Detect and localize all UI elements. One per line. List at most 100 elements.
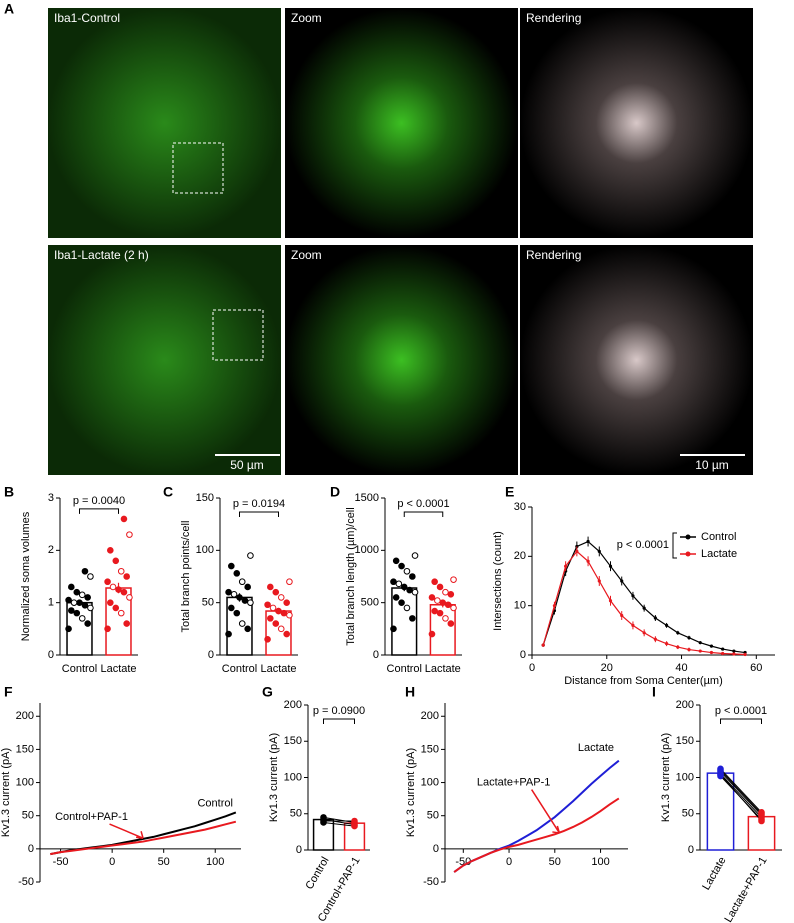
data-point — [73, 588, 81, 596]
data-point — [78, 591, 86, 599]
zoom-box — [172, 142, 224, 194]
data-point — [233, 570, 241, 577]
data-point — [392, 594, 400, 601]
data-point — [84, 620, 91, 627]
x-tick-label: 50 — [549, 856, 561, 868]
y-tick-label: 0 — [296, 844, 302, 856]
data-point — [236, 594, 243, 601]
y-tick-label: 0 — [433, 843, 439, 855]
y-tick-label: 0 — [28, 843, 34, 855]
data-point — [283, 630, 290, 638]
marker — [653, 616, 657, 620]
panel-label: D — [330, 484, 340, 500]
legend-marker — [685, 534, 691, 540]
p-value: p < 0.0001 — [617, 539, 669, 551]
data-point — [247, 552, 254, 559]
y-axis-label: Total branch length (µm)/cell — [345, 507, 357, 645]
y-tick-label: 200 — [676, 699, 694, 711]
y-tick-label: 1500 — [355, 492, 379, 504]
y-tick-label: 20 — [514, 550, 526, 562]
marker — [709, 644, 714, 648]
micrograph — [520, 8, 753, 238]
data-point — [65, 596, 72, 604]
data-point — [428, 594, 436, 601]
data-point — [264, 636, 271, 643]
y-tick-label: 1 — [48, 597, 54, 609]
data-point — [104, 625, 111, 633]
y-tick-label: 150 — [421, 743, 439, 755]
data-point — [267, 583, 274, 591]
x-tick-label: Lactate — [100, 663, 136, 675]
data-point — [225, 630, 232, 638]
x-tick-label: Lactate — [260, 663, 296, 675]
marker — [631, 594, 635, 598]
data-point — [272, 588, 280, 596]
data-point — [112, 557, 120, 565]
marker — [709, 650, 714, 655]
y-tick-label: 2 — [48, 544, 54, 556]
significance-bracket — [239, 511, 279, 517]
x-tick-label: Control — [303, 855, 331, 892]
x-tick-label: Control — [222, 663, 257, 675]
data-point — [447, 590, 455, 598]
y-axis-label: Kv1.3 current (pA) — [0, 748, 12, 837]
pair-line — [720, 774, 762, 822]
panel-label: H — [405, 684, 415, 700]
data-point — [431, 578, 438, 586]
data-point — [286, 611, 293, 619]
marker — [642, 631, 646, 635]
y-tick-label: 0 — [688, 844, 694, 856]
data-point — [758, 809, 765, 816]
y-tick-label: 150 — [196, 492, 214, 504]
data-point — [436, 583, 444, 591]
marker — [687, 636, 691, 640]
data-point — [717, 771, 724, 778]
marker — [676, 631, 680, 635]
legend-label: Lactate — [701, 548, 737, 560]
legend-label: Control — [701, 531, 736, 543]
panel-label: C — [163, 484, 173, 500]
significance-bracket — [323, 718, 355, 724]
data-point — [126, 531, 133, 538]
marker — [732, 652, 736, 656]
data-point — [117, 609, 125, 617]
y-tick-label: 100 — [196, 544, 214, 556]
marker — [564, 564, 568, 568]
data-point — [120, 515, 128, 523]
marker — [586, 539, 590, 544]
series-label: Control — [197, 798, 232, 810]
y-tick-label: 50 — [682, 808, 694, 820]
data-point — [68, 607, 75, 614]
y-tick-label: 3 — [48, 492, 54, 504]
y-tick-label: 1000 — [355, 544, 379, 556]
data-point — [277, 625, 285, 633]
data-point — [76, 599, 83, 606]
y-tick-label: 0 — [48, 649, 54, 661]
data-point — [84, 594, 91, 601]
data-point — [123, 620, 130, 627]
legend-marker — [685, 551, 691, 557]
image-label: Iba1-Lactate (2 h) — [54, 248, 149, 262]
data-point — [109, 583, 117, 591]
p-value: p = 0.0194 — [233, 498, 285, 510]
data-point — [277, 594, 285, 601]
image-label: Rendering — [526, 248, 581, 262]
data-point — [280, 609, 288, 617]
data-point — [406, 586, 413, 594]
y-axis-label: Normalized soma volumes — [20, 511, 32, 641]
marker — [552, 604, 557, 608]
pair-line — [720, 769, 762, 815]
data-point — [272, 620, 280, 627]
panel-label: G — [262, 684, 273, 700]
data-point — [450, 604, 457, 612]
data-point — [411, 588, 419, 596]
x-tick-label: 100 — [206, 856, 224, 868]
data-point — [717, 765, 724, 773]
data-point — [447, 620, 455, 627]
x-tick-label: Lactate+PAP-1 — [722, 855, 769, 923]
y-tick-label: 200 — [421, 710, 439, 722]
y-tick-label: -50 — [423, 876, 439, 888]
y-axis-label: Kv1.3 current (pA) — [405, 748, 417, 837]
image-label: Zoom — [291, 248, 322, 262]
x-tick-label: 60 — [750, 662, 762, 674]
